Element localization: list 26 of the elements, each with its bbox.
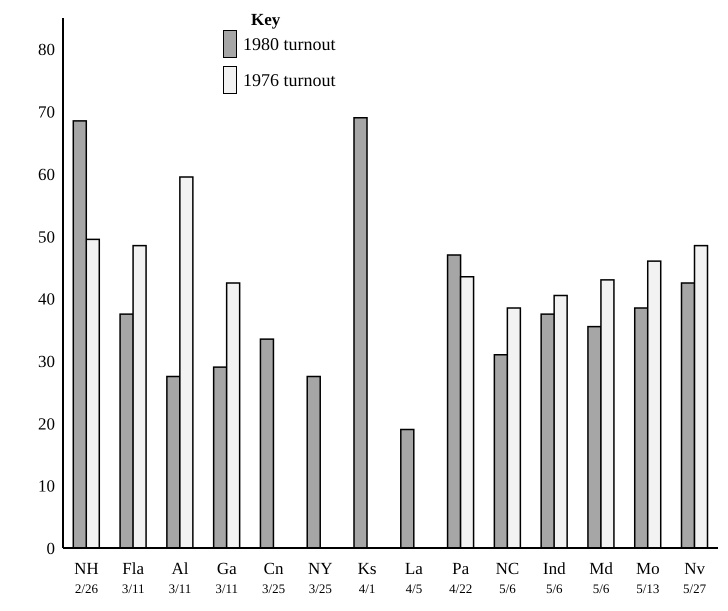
- x-tick-label: Md 5/6: [589, 559, 614, 596]
- legend-label: 1980 turnout: [243, 34, 336, 54]
- y-tick-label: 10: [38, 476, 55, 496]
- x-tick-label: Ga 3/11: [215, 559, 238, 596]
- y-tick-label: 70: [38, 102, 55, 122]
- x-tick-label: Ind 5/6: [542, 559, 566, 596]
- x-tick-label: NH 2/26: [74, 559, 99, 596]
- x-tick-label: Fla 3/11: [122, 559, 144, 596]
- y-tick-label: 30: [38, 352, 55, 371]
- y-tick-label: 40: [38, 290, 55, 309]
- x-tick-label: NY 3/25: [308, 559, 333, 596]
- y-tick-label: 20: [38, 414, 55, 434]
- x-tick-label: Pa 4/22: [449, 559, 472, 596]
- y-tick-label: 0: [46, 539, 55, 558]
- x-tick-label: Ks 4/1: [358, 559, 377, 596]
- x-tick-label: Mo 5/13: [636, 559, 660, 596]
- y-tick-label: 80: [38, 40, 55, 60]
- y-tick-label: 60: [38, 164, 55, 184]
- legend-label: 1976 turnout: [243, 70, 336, 90]
- legend-title: Key: [251, 10, 282, 30]
- x-tick-label: La 4/5: [404, 559, 424, 596]
- x-tick-label: Nv 5/27: [683, 559, 707, 596]
- x-tick-label: Al 3/11: [168, 559, 192, 596]
- x-tick-label: NC 5/6: [496, 559, 520, 596]
- x-tick-label: Cn 3/25: [262, 559, 286, 596]
- y-tick-label: 50: [38, 227, 55, 246]
